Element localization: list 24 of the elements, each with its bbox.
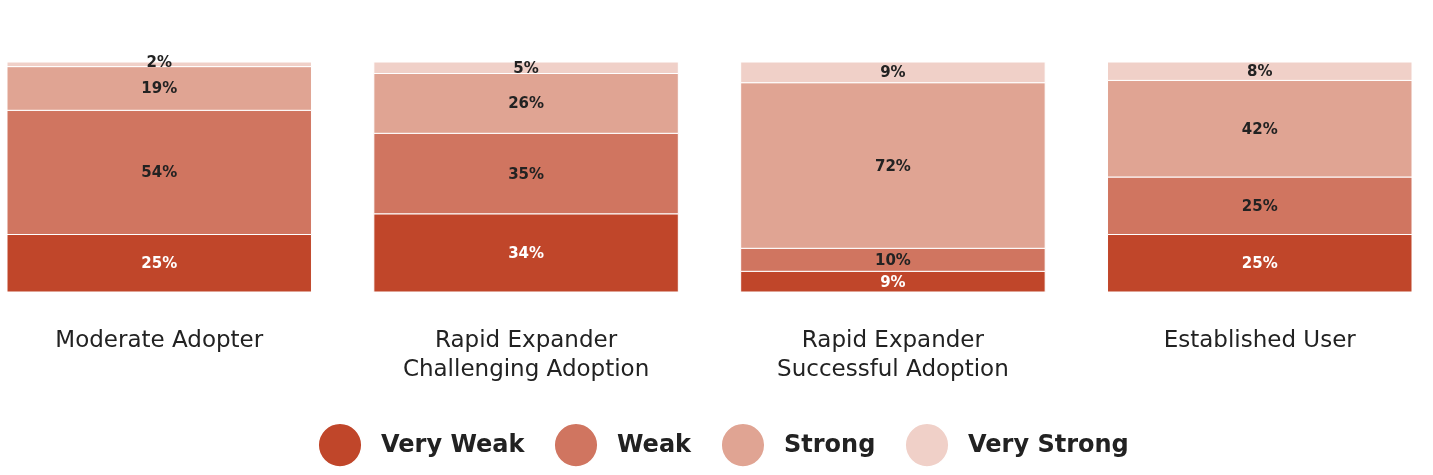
data-label: 8% <box>1247 62 1273 81</box>
data-label: 42% <box>1241 119 1278 138</box>
x-tick-label: Established User <box>1163 325 1357 352</box>
data-label: 54% <box>141 163 178 182</box>
legend-label: Very Strong <box>968 430 1129 459</box>
data-label: 26% <box>508 94 545 113</box>
data-label: 5% <box>513 58 539 77</box>
data-label: 25% <box>1241 196 1278 215</box>
data-label: 9% <box>880 272 906 291</box>
x-tick-label: Rapid Expander Successful Adoption <box>777 325 1009 381</box>
x-tick-label: Rapid Expander Challenging Adoption <box>402 325 650 381</box>
legend-label: Very Weak <box>381 430 526 459</box>
data-label: 72% <box>874 156 911 175</box>
legend-label: Weak <box>617 430 693 459</box>
legend-label: Strong <box>784 430 876 459</box>
data-label: 10% <box>874 250 911 269</box>
data-label: 34% <box>508 243 545 262</box>
data-label: 35% <box>508 164 545 183</box>
data-label: 9% <box>880 63 906 82</box>
x-tick-label: Moderate Adopter <box>55 325 264 352</box>
data-label: 25% <box>1241 254 1278 273</box>
data-label: 25% <box>141 254 178 273</box>
data-label: 19% <box>141 79 178 98</box>
data-label: 2% <box>146 53 172 71</box>
